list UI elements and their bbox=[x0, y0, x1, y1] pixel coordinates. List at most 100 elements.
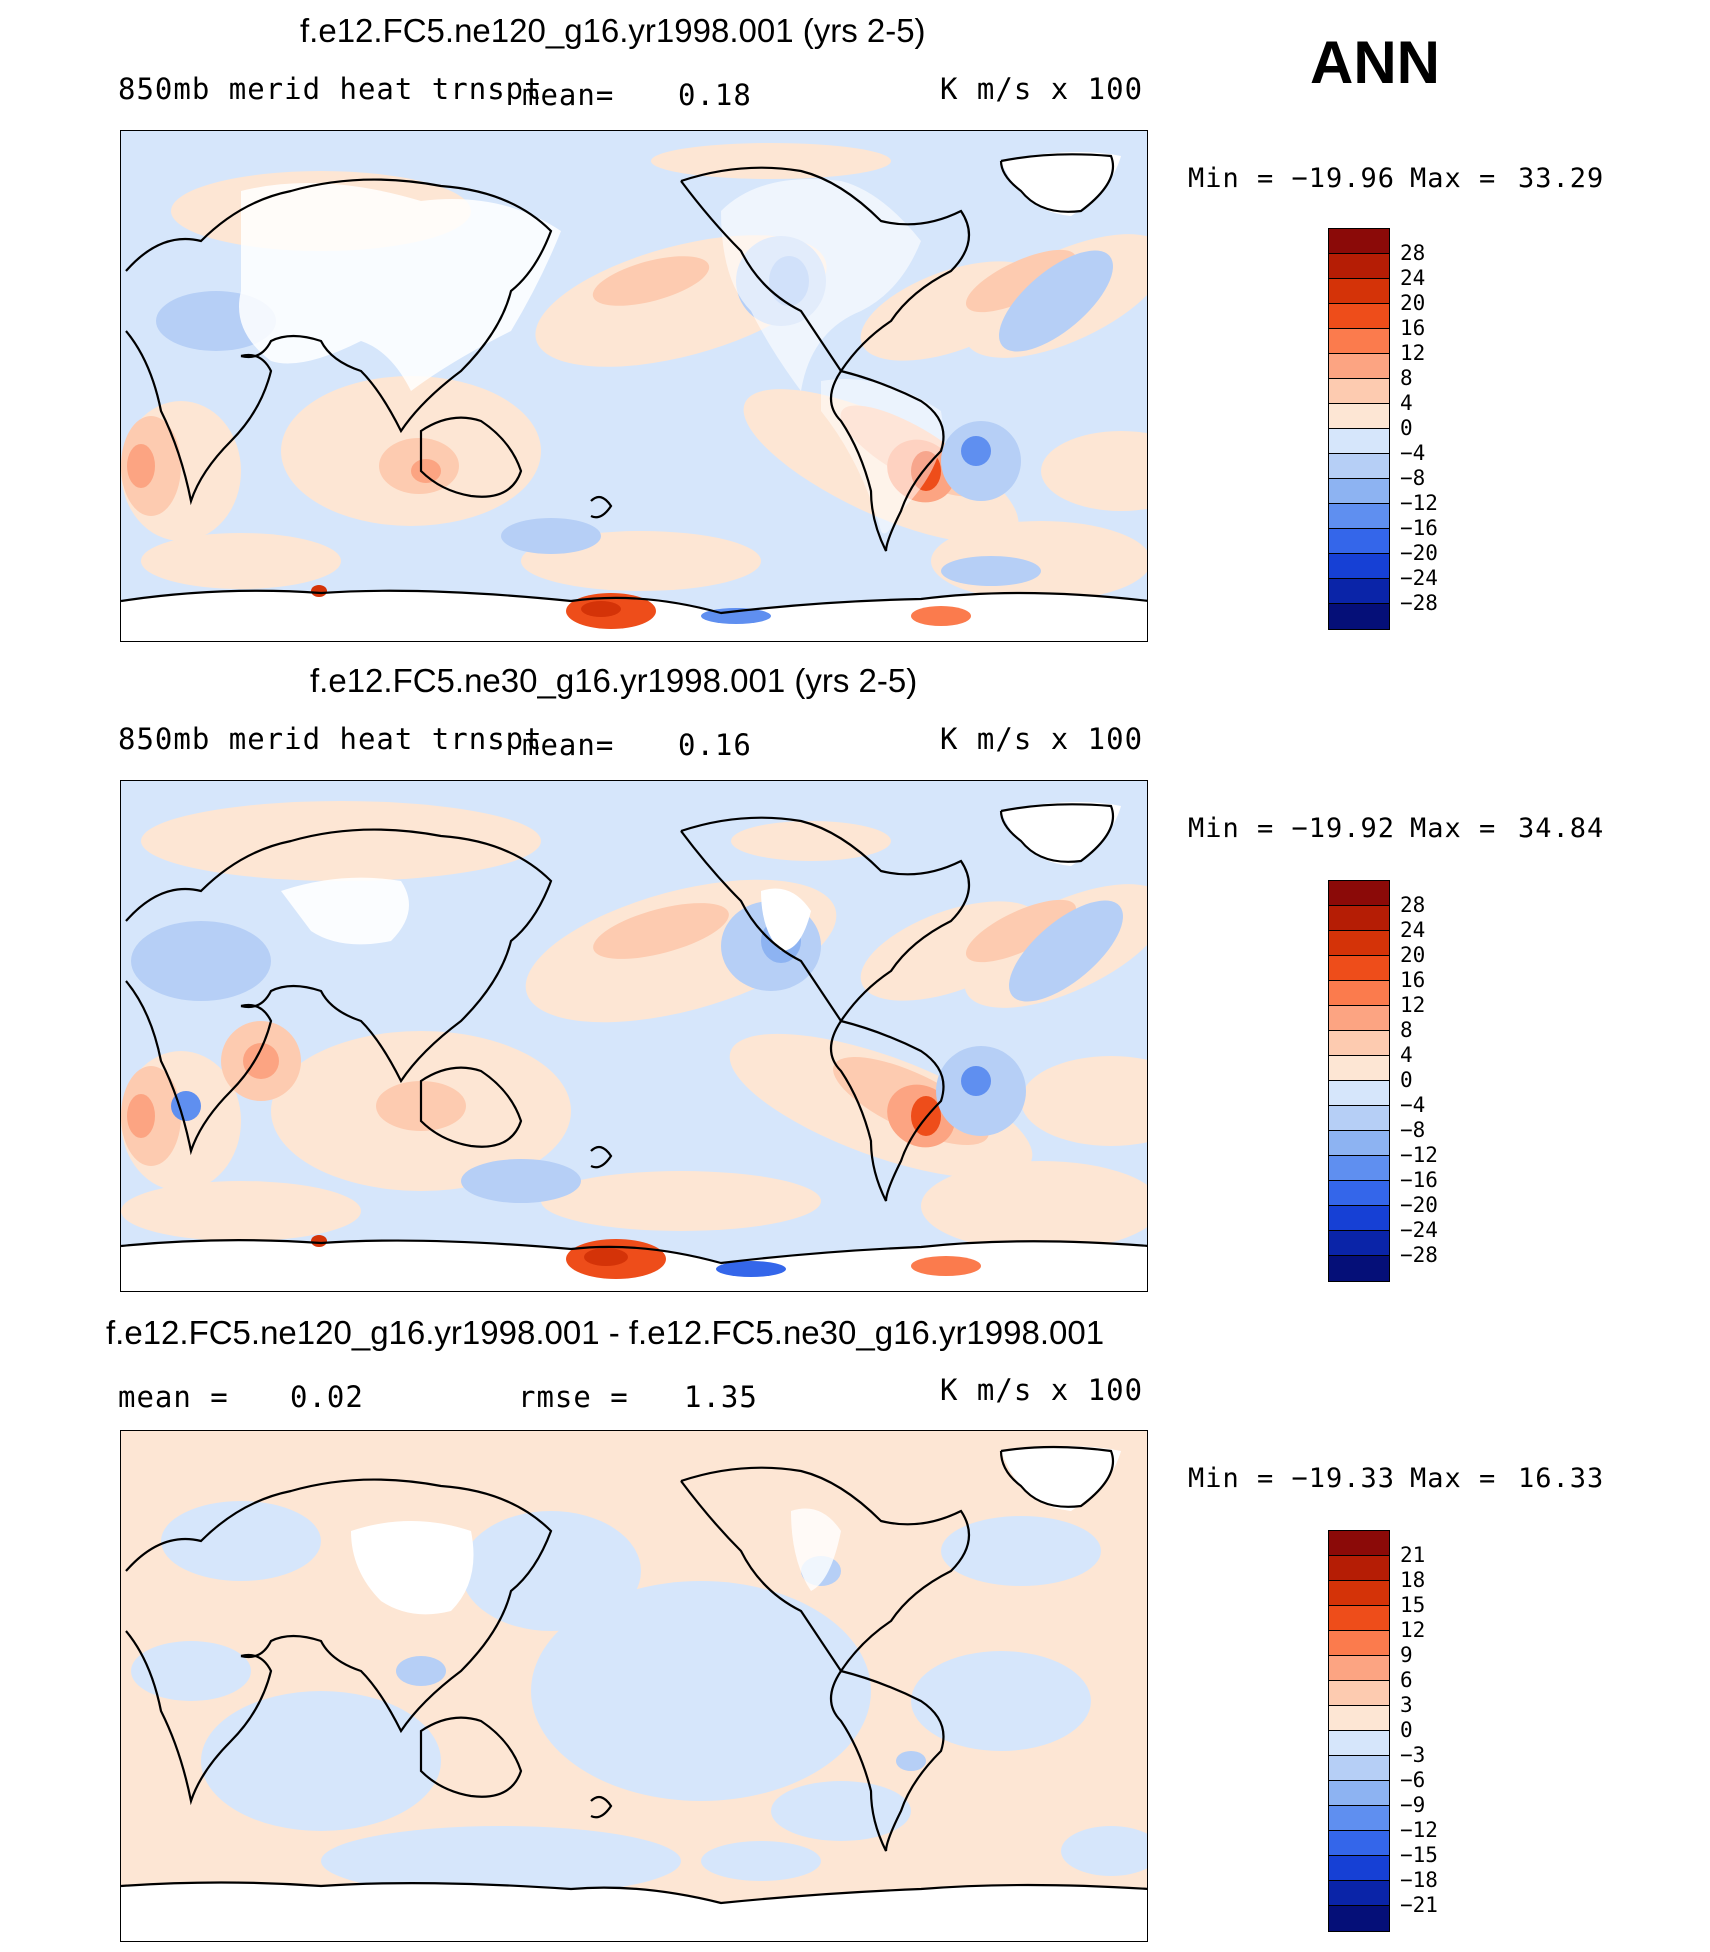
colorbar-tick-label: 28 bbox=[1400, 893, 1426, 917]
colorbar-tick-label: −12 bbox=[1400, 1143, 1438, 1167]
colorbar-swatch bbox=[1329, 1606, 1389, 1631]
colorbar-swatch bbox=[1329, 1106, 1389, 1131]
panel-3-colorbar bbox=[1328, 1530, 1390, 1932]
colorbar-tick-label: 24 bbox=[1400, 918, 1426, 942]
colorbar-tick-label: 20 bbox=[1400, 291, 1426, 315]
panel-2-map bbox=[120, 780, 1148, 1292]
colorbar-swatch bbox=[1329, 1906, 1389, 1931]
colorbar-tick-label: −28 bbox=[1400, 591, 1438, 615]
colorbar-tick-label: 0 bbox=[1400, 1068, 1413, 1092]
colorbar-swatch bbox=[1329, 1181, 1389, 1206]
colorbar-swatch bbox=[1329, 404, 1389, 429]
colorbar-swatch bbox=[1329, 881, 1389, 906]
colorbar-swatch bbox=[1329, 1031, 1389, 1056]
colorbar-tick-label: −8 bbox=[1400, 1118, 1426, 1142]
colorbar-swatch bbox=[1329, 554, 1389, 579]
colorbar-swatch bbox=[1329, 454, 1389, 479]
panel-2-title: f.e12.FC5.ne30_g16.yr1998.001 (yrs 2-5) bbox=[310, 662, 918, 699]
colorbar-swatch bbox=[1329, 329, 1389, 354]
colorbar-swatch bbox=[1329, 981, 1389, 1006]
colorbar-tick-label: 0 bbox=[1400, 416, 1413, 440]
colorbar-tick-label: −9 bbox=[1400, 1793, 1426, 1817]
panel-3-max-value: 16.33 bbox=[1518, 1463, 1605, 1494]
colorbar-swatch bbox=[1329, 1256, 1389, 1281]
panel-3-min-label: Min = −19.33 bbox=[1188, 1463, 1396, 1494]
panel-3-units: K m/s x 100 bbox=[940, 1373, 1144, 1407]
panel-2-mean-value: 0.16 bbox=[678, 728, 752, 762]
colorbar-tick-label: 12 bbox=[1400, 993, 1426, 1017]
panel-3-title: f.e12.FC5.ne120_g16.yr1998.001 - f.e12.F… bbox=[106, 1314, 1105, 1351]
panel-1-map bbox=[120, 130, 1148, 642]
colorbar-tick-label: −28 bbox=[1400, 1243, 1438, 1267]
panel-3-max-label: Max = bbox=[1410, 1463, 1497, 1494]
panel-1-max-label: Max = bbox=[1410, 163, 1497, 194]
colorbar-tick-label: 21 bbox=[1400, 1543, 1426, 1567]
panel-3-rmse-label: rmse = bbox=[518, 1380, 629, 1414]
colorbar-tick-label: −3 bbox=[1400, 1743, 1426, 1767]
colorbar-swatch bbox=[1329, 931, 1389, 956]
colorbar-swatch bbox=[1329, 1831, 1389, 1856]
colorbar-swatch bbox=[1329, 429, 1389, 454]
panel-3-mean-label: mean = bbox=[118, 1380, 229, 1414]
panel-1-field-label: 850mb merid heat trnspt bbox=[118, 72, 543, 106]
colorbar-swatch bbox=[1329, 1731, 1389, 1756]
colorbar-swatch bbox=[1329, 354, 1389, 379]
colorbar-tick-label: −4 bbox=[1400, 441, 1426, 465]
colorbar-tick-label: −16 bbox=[1400, 1168, 1438, 1192]
panel-2-units: K m/s x 100 bbox=[940, 722, 1144, 756]
colorbar-swatch bbox=[1329, 1656, 1389, 1681]
panel-1-map-svg bbox=[121, 131, 1147, 641]
panel-1-min-label: Min = −19.96 bbox=[1188, 163, 1396, 194]
colorbar-tick-label: 28 bbox=[1400, 241, 1426, 265]
colorbar-swatch bbox=[1329, 1231, 1389, 1256]
colorbar-tick-label: −20 bbox=[1400, 1193, 1438, 1217]
colorbar-swatch bbox=[1329, 1756, 1389, 1781]
panel-2-mean-label: mean= bbox=[522, 728, 615, 762]
colorbar-swatch bbox=[1329, 529, 1389, 554]
panel-3-map-svg bbox=[121, 1431, 1147, 1941]
colorbar-swatch bbox=[1329, 1856, 1389, 1881]
panel-1-units: K m/s x 100 bbox=[940, 72, 1144, 106]
panel-2-field-label: 850mb merid heat trnspt bbox=[118, 722, 543, 756]
colorbar-swatch bbox=[1329, 304, 1389, 329]
panel-1-colorbar bbox=[1328, 228, 1390, 630]
colorbar-tick-label: −16 bbox=[1400, 516, 1438, 540]
colorbar-swatch bbox=[1329, 1531, 1389, 1556]
colorbar-tick-label: −8 bbox=[1400, 466, 1426, 490]
colorbar-swatch bbox=[1329, 254, 1389, 279]
colorbar-tick-label: 18 bbox=[1400, 1568, 1426, 1592]
colorbar-swatch bbox=[1329, 1806, 1389, 1831]
colorbar-tick-label: 4 bbox=[1400, 1043, 1413, 1067]
colorbar-swatch bbox=[1329, 1156, 1389, 1181]
panel-2-colorbar bbox=[1328, 880, 1390, 1282]
colorbar-tick-label: 16 bbox=[1400, 968, 1426, 992]
panel-3-map bbox=[120, 1430, 1148, 1942]
colorbar-swatch bbox=[1329, 1056, 1389, 1081]
colorbar-tick-label: 12 bbox=[1400, 341, 1426, 365]
colorbar-tick-label: −15 bbox=[1400, 1843, 1438, 1867]
colorbar-tick-label: 20 bbox=[1400, 943, 1426, 967]
panel-1-title: f.e12.FC5.ne120_g16.yr1998.001 (yrs 2-5) bbox=[300, 12, 926, 49]
colorbar-tick-label: 3 bbox=[1400, 1693, 1413, 1717]
colorbar-tick-label: 15 bbox=[1400, 1593, 1426, 1617]
colorbar-tick-label: −12 bbox=[1400, 1818, 1438, 1842]
colorbar-swatch bbox=[1329, 1206, 1389, 1231]
season-label: ANN bbox=[1310, 29, 1440, 96]
colorbar-tick-label: 8 bbox=[1400, 1018, 1413, 1042]
panel-3-mean-value: 0.02 bbox=[290, 1380, 364, 1414]
colorbar-tick-label: 8 bbox=[1400, 366, 1413, 390]
panel-1-mean-label: mean= bbox=[522, 78, 615, 112]
colorbar-swatch bbox=[1329, 1631, 1389, 1656]
panel-1-mean-value: 0.18 bbox=[678, 78, 752, 112]
colorbar-swatch bbox=[1329, 956, 1389, 981]
colorbar-tick-label: 12 bbox=[1400, 1618, 1426, 1642]
colorbar-swatch bbox=[1329, 1556, 1389, 1581]
colorbar-tick-label: −20 bbox=[1400, 541, 1438, 565]
panel-2-min-label: Min = −19.92 bbox=[1188, 813, 1396, 844]
colorbar-tick-label: −12 bbox=[1400, 491, 1438, 515]
panel-1-max-value: 33.29 bbox=[1518, 163, 1605, 194]
panel-2-map-svg bbox=[121, 781, 1147, 1291]
colorbar-tick-label: 16 bbox=[1400, 316, 1426, 340]
colorbar-swatch bbox=[1329, 279, 1389, 304]
colorbar-swatch bbox=[1329, 504, 1389, 529]
